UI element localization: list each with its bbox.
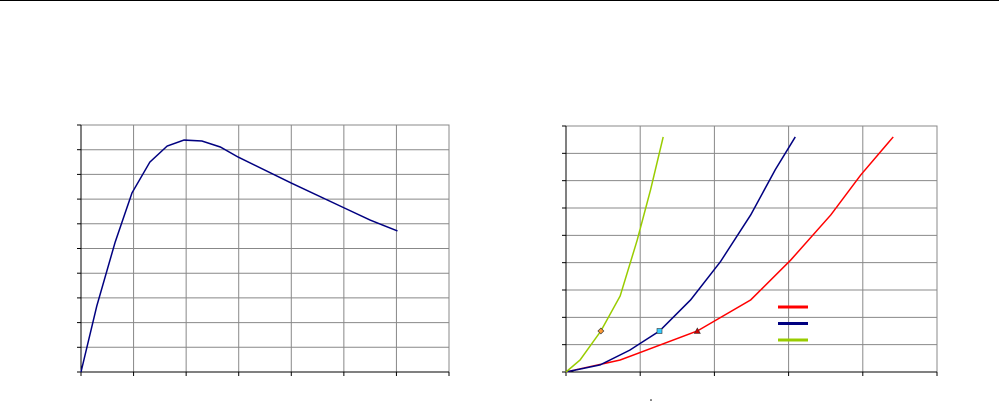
marker bbox=[597, 327, 605, 335]
plot-frame bbox=[565, 125, 938, 373]
line-series bbox=[565, 136, 796, 373]
marker bbox=[656, 328, 663, 334]
line-series bbox=[80, 139, 398, 373]
line-series bbox=[565, 136, 664, 373]
dot bbox=[650, 399, 652, 401]
line-series bbox=[565, 136, 894, 373]
marker bbox=[693, 327, 701, 334]
